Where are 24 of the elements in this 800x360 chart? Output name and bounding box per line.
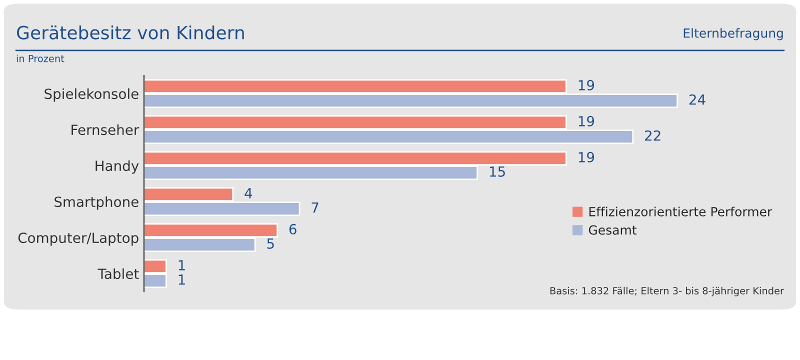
data-label: 24 <box>689 94 706 105</box>
data-label: 1 <box>178 260 185 270</box>
y-tick-label: Handy <box>96 160 139 174</box>
text: Elternbefragung <box>684 28 783 40</box>
y-tick-label: Computer/Laptop <box>18 232 138 246</box>
data-label: 19 <box>578 80 594 90</box>
legend-label: Effizienzorientierte Performer <box>589 206 772 216</box>
data-label: 4 <box>244 188 252 198</box>
data-label: 22 <box>645 130 660 141</box>
annotation: Basis: 1.832 Fälle; Eltern 3- bis 8-jähriger Kinder <box>550 286 784 296</box>
legend-label: Gesamt <box>588 225 637 235</box>
y-tick-label: Tablet <box>98 268 139 280</box>
y-tick-label: Smartphone <box>54 196 138 210</box>
data-label: 1 <box>178 274 185 285</box>
y-tick-label: Spielekonsole <box>44 88 138 102</box>
data-label: 7 <box>312 202 318 213</box>
data-label: 15 <box>490 166 505 177</box>
y-tick-label: Fernseher <box>72 124 140 136</box>
data-label: 19 <box>578 116 594 126</box>
chart-title: Gerätebesitz von Kindern <box>17 25 244 40</box>
data-label: 6 <box>289 224 296 234</box>
data-label: 5 <box>267 238 274 249</box>
y-axis-title: in Prozent <box>16 54 64 62</box>
data-label: 19 <box>578 152 594 162</box>
